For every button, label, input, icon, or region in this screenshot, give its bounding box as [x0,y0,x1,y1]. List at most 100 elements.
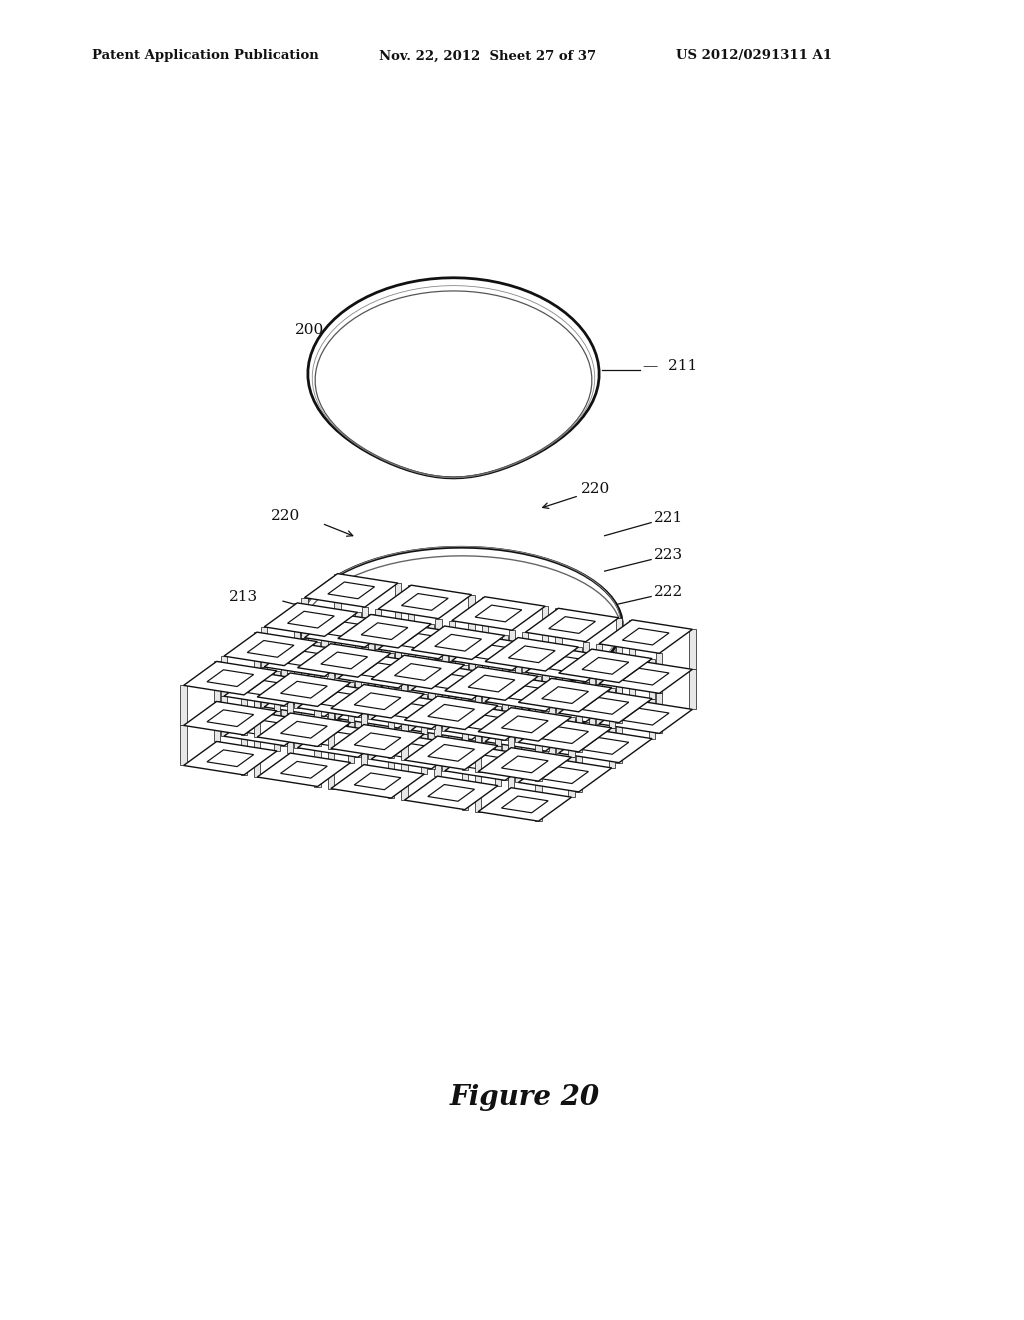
Polygon shape [452,677,545,710]
Polygon shape [354,652,360,693]
Polygon shape [508,708,514,747]
Polygon shape [589,689,595,729]
Polygon shape [335,574,341,614]
Polygon shape [221,656,227,696]
Polygon shape [401,655,408,696]
Polygon shape [543,711,549,751]
Polygon shape [608,688,614,727]
Polygon shape [347,722,353,763]
Polygon shape [401,673,449,690]
Polygon shape [623,709,669,725]
Polygon shape [360,685,367,725]
Polygon shape [444,706,539,741]
Polygon shape [515,742,521,783]
Text: 220: 220 [582,482,610,496]
Polygon shape [502,676,508,715]
Polygon shape [589,649,595,689]
Polygon shape [257,752,350,787]
Polygon shape [428,624,434,664]
Polygon shape [469,660,475,700]
Polygon shape [548,718,555,759]
Polygon shape [536,741,542,781]
Polygon shape [542,606,548,647]
Polygon shape [281,721,328,738]
Polygon shape [468,755,515,772]
Polygon shape [518,678,611,711]
Polygon shape [354,677,361,717]
Polygon shape [408,626,415,665]
Polygon shape [354,774,401,789]
Polygon shape [314,706,321,747]
Polygon shape [214,701,220,742]
Polygon shape [522,632,528,672]
Polygon shape [462,665,468,705]
Polygon shape [475,772,481,812]
Polygon shape [328,748,334,788]
Polygon shape [395,583,401,623]
Polygon shape [599,620,692,653]
Polygon shape [301,638,307,677]
Polygon shape [502,796,548,813]
Polygon shape [649,698,655,739]
Polygon shape [361,663,408,680]
Polygon shape [287,713,293,752]
Polygon shape [294,603,300,643]
Polygon shape [221,696,227,737]
Polygon shape [388,758,394,799]
Polygon shape [522,672,528,713]
Polygon shape [475,667,481,706]
Polygon shape [338,694,431,729]
Polygon shape [495,746,501,785]
Polygon shape [599,660,692,693]
Polygon shape [404,776,498,809]
Polygon shape [328,684,334,723]
Polygon shape [462,730,468,770]
Polygon shape [509,726,555,743]
Polygon shape [322,676,328,717]
Polygon shape [559,689,652,722]
Text: Nov. 22, 2012  Sheet 27 of 37: Nov. 22, 2012 Sheet 27 of 37 [379,49,596,62]
Polygon shape [388,693,394,733]
Polygon shape [388,653,394,693]
Polygon shape [347,682,353,722]
Polygon shape [515,677,521,718]
Polygon shape [368,614,374,655]
Polygon shape [449,620,455,661]
Polygon shape [224,632,317,665]
Polygon shape [468,594,475,635]
Polygon shape [549,656,595,673]
Polygon shape [388,718,394,758]
Polygon shape [428,664,434,704]
Polygon shape [475,706,481,747]
Polygon shape [404,696,498,730]
Text: 223: 223 [653,548,683,562]
Polygon shape [478,788,571,821]
Polygon shape [502,635,508,676]
Polygon shape [629,660,635,700]
Polygon shape [298,684,391,717]
Polygon shape [328,644,334,684]
Polygon shape [428,784,474,801]
Polygon shape [468,635,475,675]
Polygon shape [542,727,589,743]
Polygon shape [214,661,220,701]
Polygon shape [462,705,468,744]
Polygon shape [335,678,341,718]
Polygon shape [394,664,441,680]
Polygon shape [288,651,334,668]
Polygon shape [623,668,669,685]
Polygon shape [596,644,602,684]
Polygon shape [689,669,695,709]
Polygon shape [304,614,398,647]
Polygon shape [395,623,401,663]
Polygon shape [295,668,301,708]
Polygon shape [224,713,317,746]
Polygon shape [481,636,487,677]
Polygon shape [575,711,582,752]
Polygon shape [435,714,481,731]
Polygon shape [502,756,548,772]
Polygon shape [282,706,288,746]
Polygon shape [207,710,254,726]
Polygon shape [354,717,361,758]
Polygon shape [556,713,562,754]
